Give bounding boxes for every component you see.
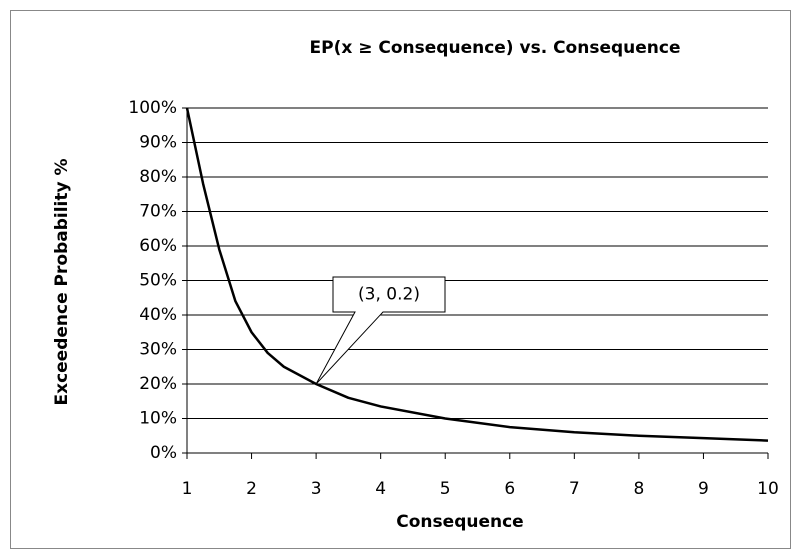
y-tick-label: 10% <box>139 409 177 429</box>
callout <box>315 276 446 385</box>
x-tick-label: 6 <box>504 479 515 499</box>
y-tick-label: 80% <box>139 167 177 187</box>
y-tick-label: 0% <box>150 443 177 463</box>
y-tick-label: 70% <box>139 202 177 222</box>
x-tick-label: 2 <box>246 479 257 499</box>
y-tick-label: 90% <box>139 133 177 153</box>
x-tick-label: 9 <box>698 479 709 499</box>
series-line <box>185 107 769 442</box>
x-axis-label: Consequence <box>396 512 523 532</box>
y-tick-label: 50% <box>139 271 177 291</box>
x-tick-label: 5 <box>440 479 451 499</box>
x-tick-label: 10 <box>757 479 779 499</box>
y-tick-label: 60% <box>139 236 177 256</box>
y-axis-label: Exceedence Probability % <box>52 158 72 405</box>
y-tick-label: 100% <box>128 98 177 118</box>
x-tick-label: 8 <box>633 479 644 499</box>
y-tick-label: 40% <box>139 305 177 325</box>
callout-text: (3, 0.2) <box>358 285 420 305</box>
x-tick-label: 7 <box>569 479 580 499</box>
y-tick-label: 30% <box>139 340 177 360</box>
chart-title: EP(x ≥ Consequence) vs. Consequence <box>310 38 681 58</box>
x-tick-label: 4 <box>375 479 386 499</box>
x-tick-label: 3 <box>311 479 322 499</box>
y-tick-label: 20% <box>139 374 177 394</box>
x-tick-label: 1 <box>182 479 193 499</box>
